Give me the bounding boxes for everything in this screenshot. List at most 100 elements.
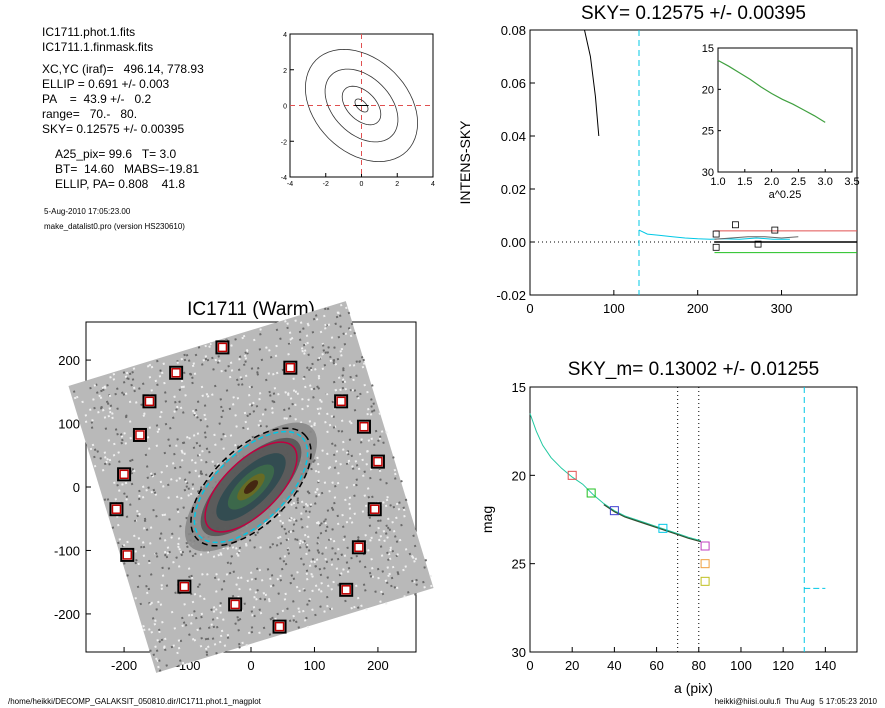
image-noise	[97, 411, 100, 414]
image-noise	[312, 396, 315, 399]
image-noise	[177, 545, 180, 549]
image-noise	[194, 353, 198, 357]
image-noise	[275, 344, 278, 348]
image-noise	[334, 552, 337, 555]
image-noise	[253, 338, 256, 342]
contour-ytick-label: -2	[281, 139, 287, 146]
image-noise	[314, 469, 318, 473]
image-noise	[163, 451, 167, 455]
image-noise	[149, 542, 152, 545]
image-noise	[338, 314, 342, 317]
image-noise	[386, 495, 389, 499]
image-noise	[336, 557, 340, 561]
image-noise	[413, 544, 417, 548]
image-noise	[253, 614, 256, 618]
image-noise	[292, 614, 295, 618]
image-noise	[365, 608, 368, 611]
image-noise	[330, 506, 334, 510]
inset-ytick-label: 30	[702, 167, 714, 179]
image-noise	[121, 391, 124, 395]
sky-ytick-label: 0.08	[501, 23, 526, 38]
image-noise	[177, 664, 180, 668]
image-noise	[330, 415, 334, 418]
galaxy-fit-ellipse	[193, 430, 309, 544]
image-noise	[239, 376, 242, 379]
image-noise	[96, 391, 99, 394]
image-noise	[199, 553, 203, 556]
mask-box-inner	[274, 621, 285, 632]
image-noise	[326, 430, 329, 434]
image-noise	[123, 562, 126, 565]
image-noise	[353, 408, 357, 412]
image-noise	[191, 364, 195, 368]
image-noise	[288, 414, 292, 418]
inset-xtick-label: 3.5	[844, 176, 859, 188]
image-noise	[343, 380, 347, 384]
info-bt: BT= 14.60 MABS=-19.81	[55, 162, 200, 176]
image-noise	[407, 591, 410, 594]
image-noise	[259, 611, 263, 615]
image-noise	[297, 607, 300, 610]
image-noise	[318, 523, 322, 527]
image-noise	[119, 433, 123, 436]
image-noise	[93, 455, 96, 459]
image-noise	[175, 556, 178, 559]
image-noise	[100, 405, 103, 409]
image-noise	[302, 505, 306, 509]
image-noise	[370, 410, 374, 413]
image-noise	[260, 579, 264, 582]
image-noise	[134, 597, 137, 600]
image-noise	[246, 427, 250, 430]
image-noise	[203, 404, 207, 407]
image-noise	[133, 534, 136, 538]
image-noise	[390, 584, 393, 588]
image-noise	[260, 358, 264, 362]
image-noise	[253, 595, 256, 599]
image-noise	[293, 518, 296, 521]
image-noise	[326, 525, 329, 529]
image-noise	[113, 481, 116, 485]
image-noise	[122, 393, 126, 396]
image-noise	[329, 359, 333, 362]
image-noise	[429, 574, 433, 578]
footer-user: heikki@hiisi.oulu.fi Thu Aug 5 17:05:23 …	[714, 697, 877, 706]
image-noise	[99, 396, 103, 399]
image-noise	[265, 378, 268, 382]
image-noise	[168, 444, 172, 447]
image-noise	[193, 593, 197, 596]
image-noise	[306, 322, 310, 326]
image-noise	[182, 506, 185, 509]
image-noise	[149, 526, 153, 529]
image-noise	[178, 477, 182, 480]
image-noise	[176, 508, 179, 511]
image-noise	[296, 499, 299, 502]
image-noise	[114, 392, 117, 396]
image-noise	[118, 460, 121, 463]
image-xtick-label: 200	[367, 658, 389, 673]
image-noise	[202, 359, 205, 362]
image-noise	[259, 424, 263, 428]
image-noise	[193, 411, 196, 415]
image-noise	[183, 478, 187, 481]
image-noise	[143, 628, 146, 632]
image-noise	[180, 357, 184, 361]
image-noise	[114, 498, 118, 501]
image-noise	[292, 577, 296, 581]
image-noise	[336, 357, 340, 361]
image-noise	[194, 469, 198, 473]
image-noise	[191, 376, 194, 380]
inset-frame	[717, 47, 853, 173]
image-noise	[348, 364, 352, 367]
image-noise	[345, 306, 348, 310]
image-noise	[152, 653, 156, 656]
mag-square	[700, 541, 710, 551]
image-noise	[182, 385, 186, 389]
image-noise	[388, 528, 392, 532]
image-noise	[170, 610, 174, 614]
info-program: make_datalist0.pro (version HS230610)	[44, 222, 185, 231]
image-noise	[155, 649, 159, 652]
image-noise	[353, 605, 356, 609]
image-noise	[163, 381, 166, 385]
image-noise	[89, 447, 93, 451]
image-noise	[238, 646, 241, 649]
